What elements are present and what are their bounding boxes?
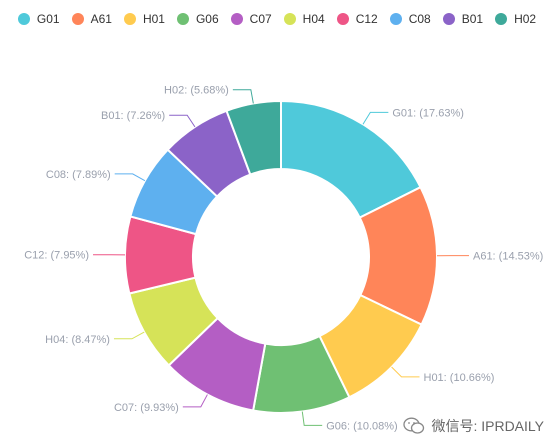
wechat-icon xyxy=(403,417,425,434)
legend-swatch xyxy=(495,13,508,25)
legend-item-g01[interactable]: G01 xyxy=(17,12,60,26)
legend-label: G06 xyxy=(195,12,219,26)
legend-item-a61[interactable]: A61 xyxy=(71,12,112,26)
slice-label-g01: G01: (17.63%) xyxy=(392,107,464,119)
leader-line-g06 xyxy=(301,411,323,426)
slice-label-h02: H02: (5.68%) xyxy=(164,85,229,97)
slice-label-b01: B01: (7.26%) xyxy=(101,110,165,122)
legend-label: C07 xyxy=(249,12,272,26)
slice-label-c07: C07: (9.93%) xyxy=(114,402,179,414)
legend-item-h01[interactable]: H01 xyxy=(123,12,165,26)
legend-item-c08[interactable]: C08 xyxy=(389,12,431,26)
legend-item-g06[interactable]: G06 xyxy=(176,12,219,26)
legend-swatch xyxy=(230,13,243,25)
slice-h02[interactable] xyxy=(225,99,282,176)
legend-swatch xyxy=(283,13,296,25)
watermark: 微信号: IPRDAILY xyxy=(403,416,544,436)
legend-label: A61 xyxy=(90,12,112,26)
legend-swatch xyxy=(71,13,84,25)
leader-line-c07 xyxy=(182,394,208,408)
legend-label: H01 xyxy=(142,12,165,26)
legend-item-c12[interactable]: C12 xyxy=(336,12,378,26)
slice-label-c12: C12: (7.95%) xyxy=(24,250,89,262)
legend-label: G01 xyxy=(36,12,60,26)
legend-label: H04 xyxy=(302,12,325,26)
leader-line-c08 xyxy=(114,173,146,182)
legend-label: C08 xyxy=(408,12,431,26)
legend-swatch xyxy=(442,13,455,25)
leader-line-h02 xyxy=(232,89,254,104)
slice-label-h04: H04: (8.47%) xyxy=(45,334,110,346)
legend-swatch xyxy=(336,13,349,25)
chart-legend: G01 A61 H01 G06 C07 H04 C12 C08 B01 H02 xyxy=(0,8,554,30)
slice-label-h01: H01: (10.66%) xyxy=(424,372,495,384)
legend-swatch xyxy=(123,13,136,25)
leader-line-h04 xyxy=(113,331,145,340)
watermark-text: 微信号: IPRDAILY xyxy=(431,418,544,434)
legend-item-b01[interactable]: B01 xyxy=(442,12,484,26)
slice-label-g06: G06: (10.08%) xyxy=(326,420,398,432)
legend-swatch xyxy=(176,13,189,25)
leader-line-g01 xyxy=(362,111,389,125)
leader-line-b01 xyxy=(169,114,196,128)
legend-label: B01 xyxy=(461,12,484,26)
slice-label-c08: C08: (7.89%) xyxy=(46,169,111,181)
legend-item-h04[interactable]: H04 xyxy=(283,12,325,26)
leader-line-h01 xyxy=(391,366,420,378)
slice-label-a61: A61: (14.53%) xyxy=(473,251,543,263)
legend-swatch xyxy=(17,13,30,25)
legend-swatch xyxy=(389,13,402,25)
legend-item-c07[interactable]: C07 xyxy=(230,12,272,26)
legend-label: H02 xyxy=(514,12,537,26)
legend-label: C12 xyxy=(355,12,378,26)
legend-item-h02[interactable]: H02 xyxy=(495,12,536,26)
